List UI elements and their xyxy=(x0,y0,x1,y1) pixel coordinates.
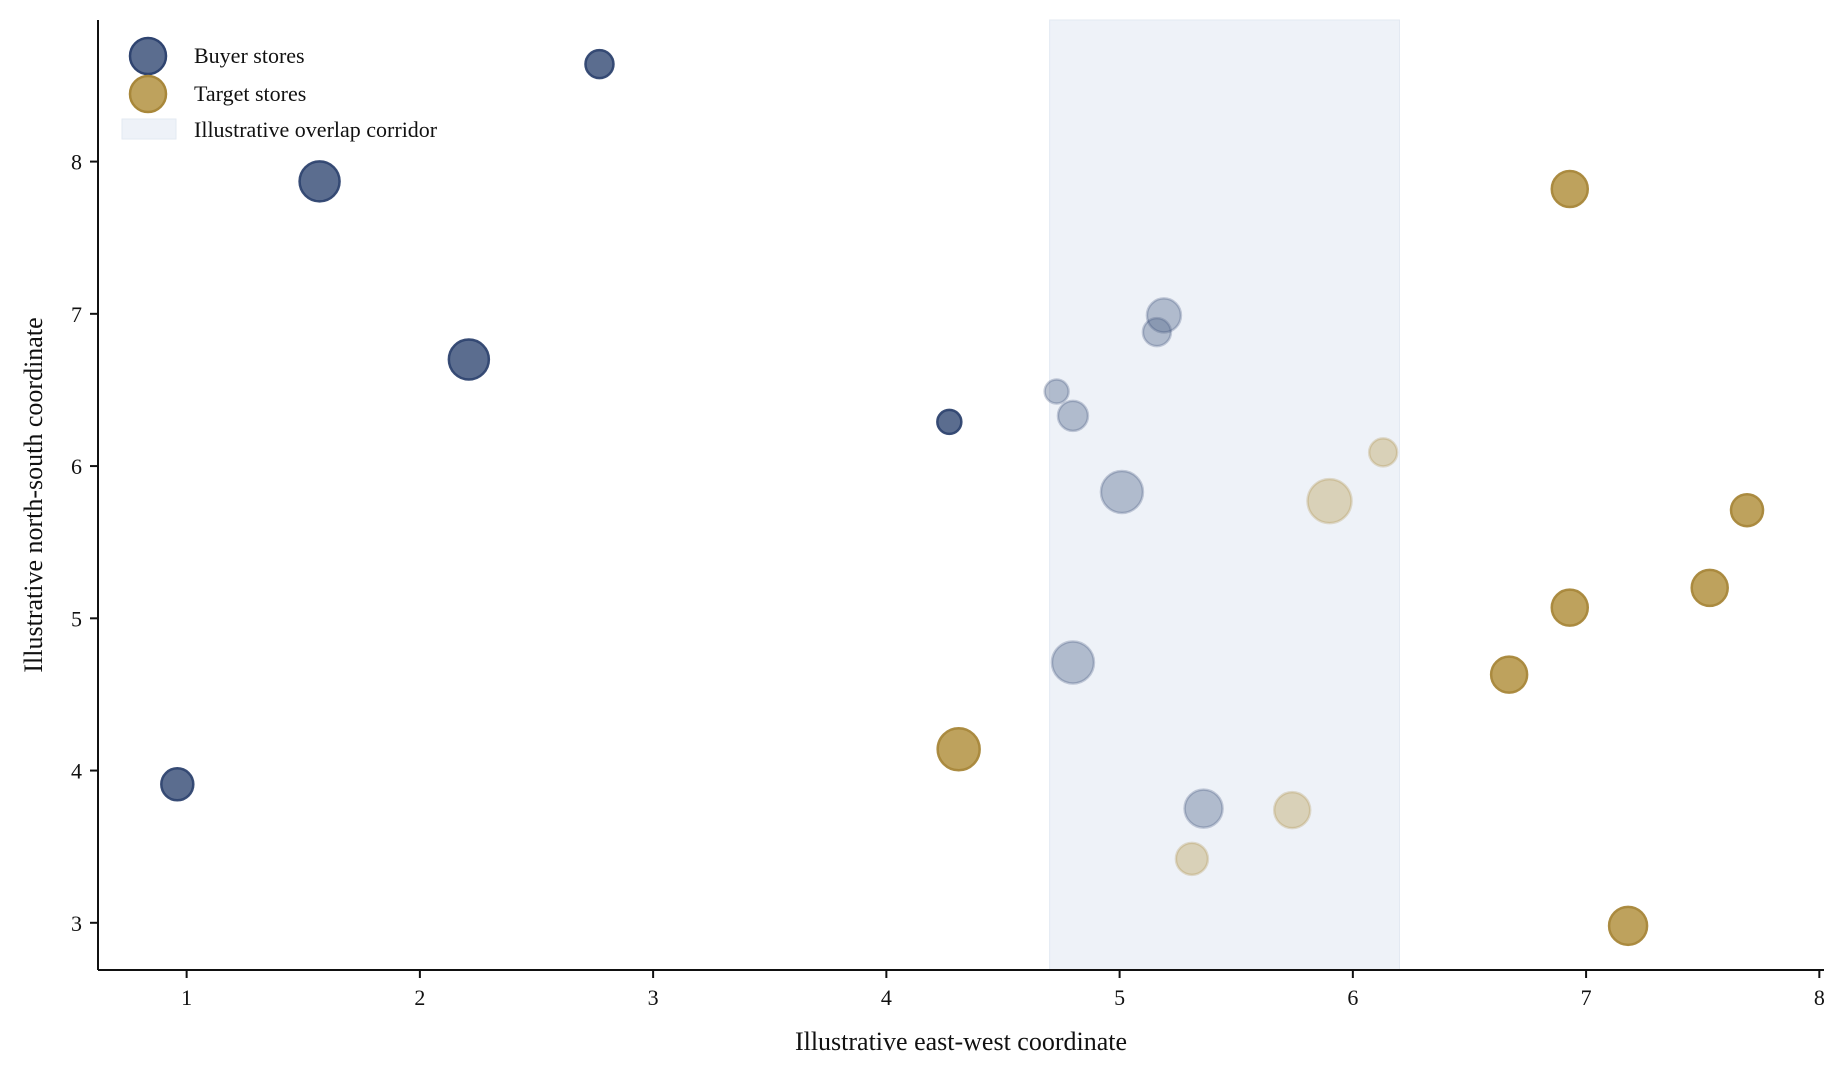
target-store-point-9 xyxy=(1607,905,1649,947)
target-store-point-6 xyxy=(1489,655,1529,694)
buyer-store-point-5 xyxy=(936,408,963,436)
legend-buyer-marker xyxy=(128,36,168,76)
buyer-store-point-10 xyxy=(1145,297,1183,334)
legend-corridor-swatch xyxy=(121,118,177,140)
overlap-corridor-layer xyxy=(1049,19,1400,971)
target-store-point-11 xyxy=(1729,492,1765,528)
axes-layer: 1 2 3 4 5 6 7 8 3 4 5 6 7 8 Illustrative east-west c… xyxy=(19,20,1825,1056)
target-store-point-7 xyxy=(1550,169,1590,209)
buyer-store-point-12 xyxy=(1183,788,1224,829)
buyer-store-point-2 xyxy=(298,160,341,203)
target-store-point-5 xyxy=(1367,437,1399,468)
y-tick-label: 3 xyxy=(71,911,82,936)
x-tick-label: 8 xyxy=(1814,985,1825,1010)
x-tick-label: 5 xyxy=(1114,985,1125,1010)
buyer-store-point-7 xyxy=(1056,399,1090,433)
buyer-store-point-6 xyxy=(1043,378,1070,405)
y-tick-label: 6 xyxy=(71,454,82,479)
buyer-store-point-1 xyxy=(160,767,195,802)
x-axis-label: Illustrative east-west coordinate xyxy=(795,1027,1127,1056)
target-store-point-3 xyxy=(1272,790,1312,830)
target-store-point-2 xyxy=(1174,841,1210,877)
target-store-point-8 xyxy=(1550,588,1590,627)
target-store-point-10 xyxy=(1690,568,1729,608)
target-store-point-1 xyxy=(936,726,981,772)
x-tick-label: 1 xyxy=(181,985,192,1010)
overlap-corridor-band xyxy=(1049,19,1400,971)
y-tick-label: 5 xyxy=(71,606,82,631)
x-tick-label: 4 xyxy=(881,985,892,1010)
buyer-store-point-8 xyxy=(1099,469,1145,515)
buyer-store-point-3 xyxy=(447,338,491,381)
x-ticks: 1 2 3 4 5 6 7 8 xyxy=(181,970,1825,1010)
points-layer xyxy=(160,48,1765,947)
legend-buyer-label: Buyer stores xyxy=(194,43,305,68)
legend-target-label: Target stores xyxy=(194,81,306,106)
legend-target-marker xyxy=(128,74,168,114)
x-tick-label: 3 xyxy=(648,985,659,1010)
y-tick-label: 8 xyxy=(71,150,82,175)
y-tick-label: 7 xyxy=(71,302,82,327)
x-tick-label: 2 xyxy=(414,985,425,1010)
y-axis-label: Illustrative north-south coordinate xyxy=(19,317,48,672)
legend-corridor-label: Illustrative overlap corridor xyxy=(194,117,438,142)
legend: Buyer stores Target stores Illustrative … xyxy=(121,36,438,142)
buyer-store-point-11 xyxy=(1050,640,1096,685)
x-tick-label: 6 xyxy=(1347,985,1358,1010)
y-ticks: 3 4 5 6 7 8 xyxy=(71,150,98,936)
y-tick-label: 4 xyxy=(71,759,82,784)
buyer-store-point-4 xyxy=(584,48,615,80)
target-store-point-4 xyxy=(1306,477,1353,525)
buyer-store-point-9 xyxy=(1141,316,1173,348)
x-tick-label: 7 xyxy=(1581,985,1592,1010)
